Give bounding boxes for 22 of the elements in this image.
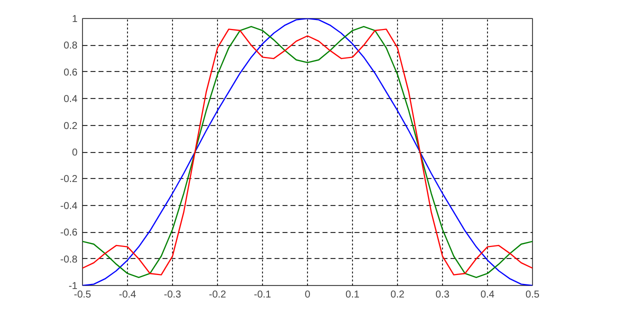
x-tick-label: 0 bbox=[304, 290, 311, 300]
y-tick-label: 0.8 bbox=[64, 40, 78, 52]
y-tick-label: -0.6 bbox=[60, 228, 78, 239]
x-tick-label: -0.1 bbox=[254, 290, 272, 300]
y-tick-label: 1 bbox=[72, 14, 78, 25]
y-tick-label: 0.4 bbox=[64, 94, 78, 106]
x-tick-label: 0.3 bbox=[436, 290, 450, 300]
x-tick-label: -0.2 bbox=[208, 290, 227, 300]
y-tick-label: 0.6 bbox=[64, 67, 78, 78]
y-tick-label: 0 bbox=[72, 148, 78, 158]
x-tick-label: 0.5 bbox=[526, 290, 540, 300]
x-tick-label: 0.1 bbox=[346, 290, 360, 300]
x-tick-label: 0.4 bbox=[480, 290, 495, 300]
x-tick-label: -0.5 bbox=[74, 290, 92, 300]
x-tick-label: -0.3 bbox=[164, 290, 182, 300]
y-tick-label: -0.2 bbox=[60, 174, 78, 186]
y-tick-label: 0.2 bbox=[64, 120, 78, 132]
y-tick-label: -1 bbox=[68, 281, 78, 292]
y-tick-label: -0.8 bbox=[60, 254, 78, 266]
y-tick-label: -0.4 bbox=[60, 200, 78, 212]
x-tick-label: 0.2 bbox=[390, 290, 405, 300]
x-tick-label: -0.4 bbox=[118, 290, 137, 300]
